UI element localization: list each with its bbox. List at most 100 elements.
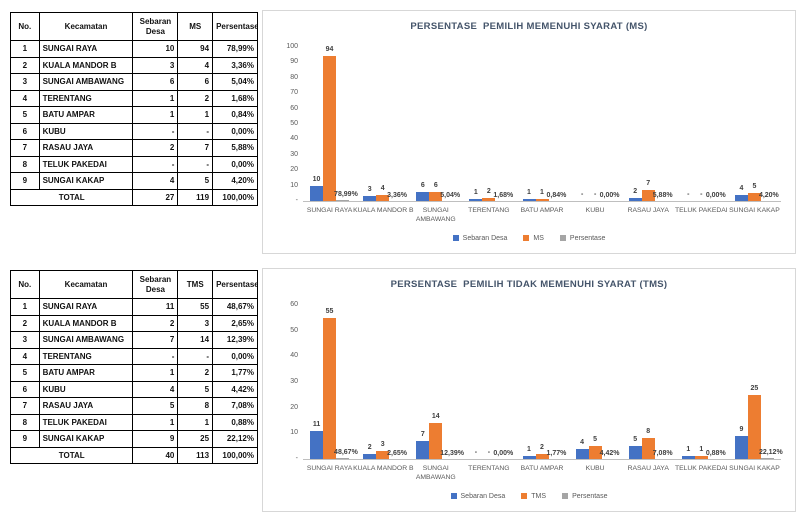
legend-swatch-sebaran-desa — [452, 235, 459, 241]
table-row: 6 KUBU - -0,00% — [10, 122, 258, 140]
bar-sebaran-desa — [363, 196, 377, 201]
table-cell: SUNGAI AMBAWANG — [38, 73, 134, 91]
column-header: Sebaran Desa — [132, 270, 179, 299]
bar-tms — [376, 451, 390, 459]
percent-label: 3,36% — [387, 192, 408, 199]
table-cell: 1 — [177, 106, 214, 124]
total-row: TOTAL 40 113 100,00% — [9, 446, 258, 464]
percent-label: 5,04% — [440, 192, 461, 199]
percent-label: 22,12% — [758, 449, 783, 456]
table-cell: 1,77% — [212, 364, 258, 382]
bar-ms — [429, 192, 443, 201]
table-cell: TELUK PAKEDAI — [38, 155, 134, 173]
table-cell: 8 — [10, 413, 40, 431]
table-cell: RASAU JAYA — [38, 139, 134, 157]
table-row: 1 SUNGAI RAYA 10 94 78,99% — [10, 40, 258, 58]
table-cell: 9 — [10, 430, 40, 448]
table-cell: 3 — [177, 314, 214, 332]
table-cell: KUBU — [38, 122, 134, 140]
total-label-cell: TOTAL — [9, 188, 134, 206]
table-cell: - — [177, 122, 214, 140]
bar-persentase — [336, 200, 350, 201]
total-cell: 119 — [177, 188, 214, 206]
table-row: 3 SUNGAI AMBAWANG 7 14 12,39% — [10, 331, 258, 349]
percent-label: 1,77% — [546, 450, 567, 457]
table-cell: - — [132, 347, 179, 365]
table-row: 1 SUNGAI RAYA 11 55 48,67% — [10, 298, 258, 316]
percent-label: 0,00% — [599, 192, 620, 199]
table-row: 7 RASAU JAYA 5 8 7,08% — [10, 397, 258, 415]
table-cell: 5 — [10, 106, 40, 124]
x-axis-label: BATU AMPAR — [520, 207, 564, 214]
table-head: No. Kecamatan Sebaran Desa MS Persentase — [10, 12, 258, 41]
bar-value-label: 25 — [750, 385, 759, 392]
bar-value-label: 6 — [433, 182, 438, 189]
bar-value-label: 9 — [739, 426, 744, 433]
table-row: 5 BATU AMPAR 1 2 1,77% — [10, 364, 258, 382]
table-cell: 5,88% — [212, 139, 258, 157]
x-axis-label: TELUK PAKEDAI — [674, 207, 728, 214]
table-cell: SUNGAI RAYA — [38, 298, 134, 316]
table-cell: KUALA MANDOR B — [38, 56, 134, 74]
table-cell: SUNGAI KAKAP — [38, 430, 134, 448]
legend-label: Sebaran Desa — [462, 234, 508, 242]
percent-label: 2,65% — [387, 450, 408, 457]
table-cell: 7 — [10, 139, 40, 157]
total-cell: 27 — [132, 188, 179, 206]
table-cell: 7 — [132, 331, 179, 349]
bar-sebaran-desa — [363, 454, 377, 459]
table-cell: 48,67% — [212, 298, 258, 316]
percent-label: 48,67% — [334, 449, 358, 456]
legend-item: Sebaran Desa — [452, 234, 508, 242]
x-axis-line — [303, 201, 781, 202]
table-cell: 0,00% — [212, 122, 258, 140]
table-cell: 6 — [10, 122, 40, 140]
bar-sebaran-desa — [522, 456, 536, 459]
ms-table: No. Kecamatan Sebaran Desa MS Persentase 1 SUN… — [9, 12, 258, 206]
table-cell: RASAU JAYA — [38, 397, 134, 415]
table-cell: 3 — [10, 73, 40, 91]
table-row: 5 BATU AMPAR 1 1 0,84% — [10, 106, 258, 124]
table-cell: 0,84% — [212, 106, 258, 124]
bar-value-label: 2 — [367, 444, 372, 451]
x-axis-label: KUALA MANDOR B — [353, 207, 414, 214]
bar-sebaran-desa — [628, 446, 642, 459]
table-cell: 7 — [10, 397, 40, 415]
table-row: 9 SUNGAI KAKAP 9 25 22,12% — [10, 430, 258, 448]
y-axis-tick: - — [295, 455, 298, 462]
legend-swatch-persentase — [562, 493, 569, 499]
percent-label: 5,88% — [652, 192, 673, 199]
y-axis-tick: 40 — [290, 135, 298, 143]
percent-label: 12,39% — [440, 450, 465, 457]
percent-label: 1,68% — [493, 192, 514, 199]
legend-item: MS — [523, 235, 544, 242]
table-cell: 0,88% — [212, 413, 258, 431]
total-cell: 100,00% — [212, 446, 258, 464]
x-axis-label: TELUK PAKEDAI — [674, 465, 728, 472]
table-row: 2 KUALA MANDOR B 3 4 3,36% — [10, 56, 258, 74]
table-cell: 6 — [132, 73, 179, 91]
legend-item: TMS — [521, 493, 546, 500]
bar-value-label: 10 — [312, 176, 321, 183]
y-axis-tick: 70 — [290, 89, 298, 97]
table-cell: 4 — [132, 380, 179, 398]
column-header: Persentase — [212, 270, 258, 299]
percent-label: 4,20% — [758, 192, 779, 199]
bar-sebaran-desa — [416, 192, 430, 201]
legend-label: MS — [533, 234, 544, 242]
table-cell: 5 — [10, 364, 40, 382]
bar-value-label: 4 — [580, 439, 585, 446]
header-row: No. Kecamatan Sebaran Desa MS Persentase — [10, 12, 258, 41]
x-axis-label: RASAU JAYA — [627, 465, 669, 472]
table-cell: SUNGAI AMBAWANG — [38, 331, 134, 349]
table-cell: - — [132, 155, 179, 173]
legend-swatch-persentase — [559, 235, 566, 241]
table-cell: 2 — [177, 89, 214, 107]
legend-item: Sebaran Desa — [450, 493, 505, 500]
y-axis-tick: 40 — [290, 352, 298, 360]
table-cell: TELUK PAKEDAI — [38, 413, 134, 431]
y-axis-tick: 60 — [290, 104, 298, 112]
bar-value-label: 14 — [431, 413, 440, 420]
table-cell: TERENTANG — [38, 89, 134, 107]
